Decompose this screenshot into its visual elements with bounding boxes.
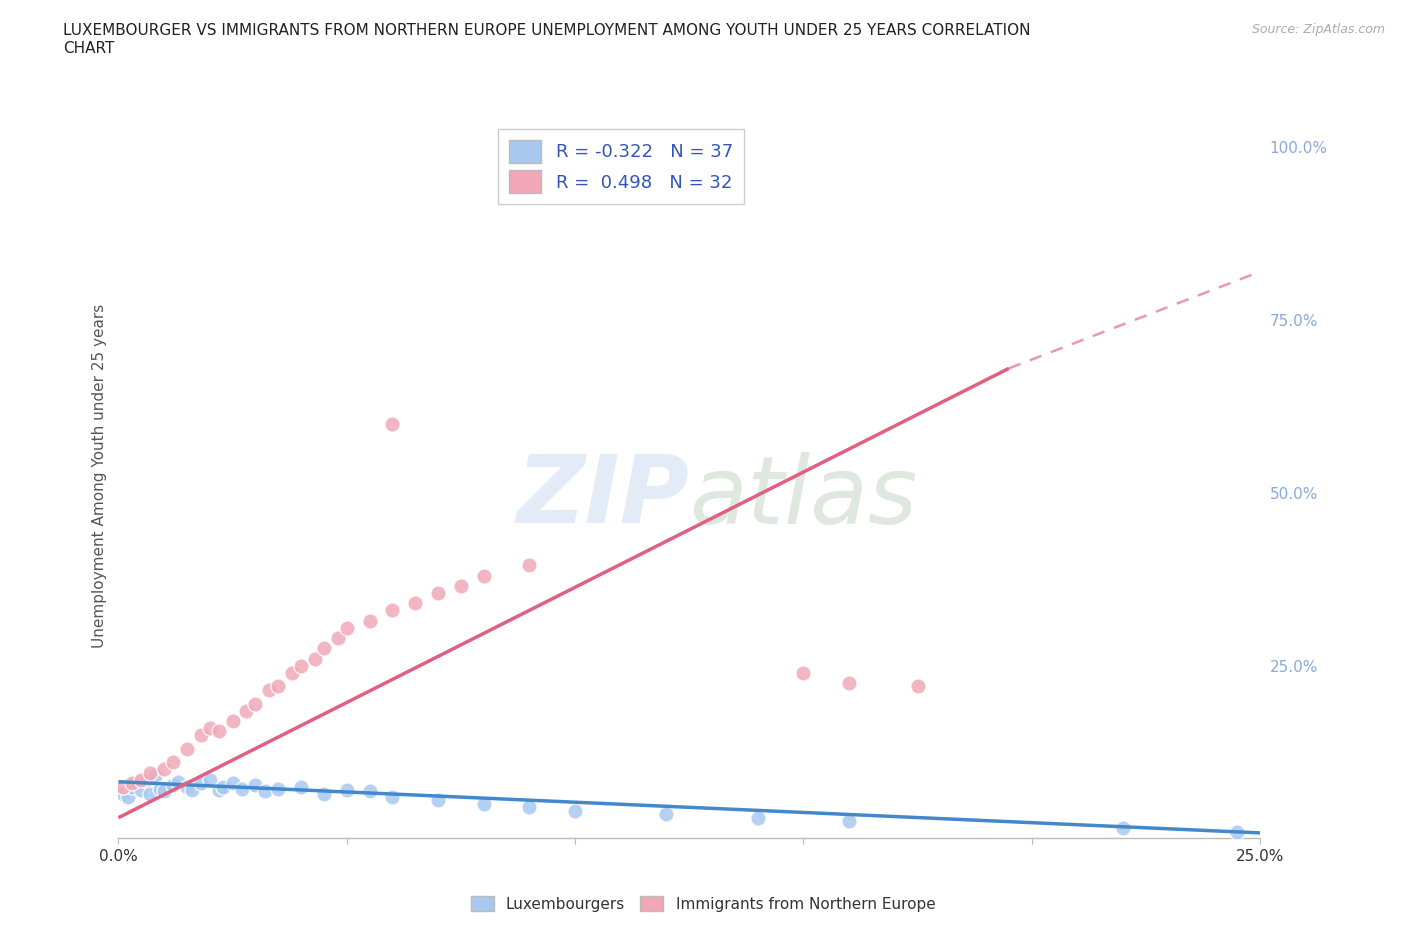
Point	[148, 781, 170, 796]
Point	[253, 784, 276, 799]
Point	[519, 800, 541, 815]
Point	[404, 596, 426, 611]
Point	[143, 769, 166, 784]
Text: atlas: atlas	[689, 452, 918, 543]
Point	[111, 786, 134, 801]
Point	[381, 417, 404, 432]
Point	[304, 651, 326, 666]
Point	[427, 586, 450, 601]
Point	[121, 776, 143, 790]
Text: ZIP: ZIP	[516, 451, 689, 543]
Point	[190, 727, 212, 742]
Point	[153, 762, 176, 777]
Point	[208, 783, 231, 798]
Point	[190, 776, 212, 790]
Point	[125, 776, 148, 790]
Point	[162, 777, 184, 792]
Point	[162, 755, 184, 770]
Y-axis label: Unemployment Among Youth under 25 years: Unemployment Among Youth under 25 years	[93, 303, 107, 647]
Point	[359, 784, 381, 799]
Point	[235, 703, 257, 718]
Point	[180, 783, 202, 798]
Text: Source: ZipAtlas.com: Source: ZipAtlas.com	[1251, 23, 1385, 36]
Point	[267, 679, 290, 694]
Point	[129, 772, 152, 787]
Point	[245, 697, 267, 711]
Point	[564, 804, 586, 818]
Point	[135, 772, 157, 787]
Point	[290, 658, 312, 673]
Point	[312, 641, 335, 656]
Point	[198, 772, 221, 787]
Point	[472, 568, 495, 583]
Point	[198, 721, 221, 736]
Point	[176, 779, 198, 794]
Point	[747, 810, 769, 825]
Point	[176, 741, 198, 756]
Text: LUXEMBOURGER VS IMMIGRANTS FROM NORTHERN EUROPE UNEMPLOYMENT AMONG YOUTH UNDER 2: LUXEMBOURGER VS IMMIGRANTS FROM NORTHERN…	[63, 23, 1031, 56]
Point	[166, 775, 188, 790]
Legend: R = -0.322   N = 37, R =  0.498   N = 32: R = -0.322 N = 37, R = 0.498 N = 32	[498, 129, 744, 205]
Point	[792, 665, 814, 680]
Point	[281, 665, 304, 680]
Point	[655, 807, 678, 822]
Point	[519, 558, 541, 573]
Point	[117, 790, 139, 804]
Point	[907, 679, 929, 694]
Point	[221, 713, 243, 728]
Point	[326, 631, 349, 645]
Point	[336, 783, 359, 798]
Point	[231, 781, 253, 796]
Point	[121, 779, 143, 794]
Point	[153, 784, 176, 799]
Point	[312, 786, 335, 801]
Point	[245, 777, 267, 792]
Point	[212, 779, 235, 794]
Point	[139, 765, 162, 780]
Point	[1226, 824, 1249, 839]
Point	[139, 786, 162, 801]
Point	[208, 724, 231, 738]
Point	[336, 620, 359, 635]
Point	[381, 603, 404, 618]
Point	[111, 779, 134, 794]
Point	[129, 783, 152, 798]
Point	[1112, 820, 1135, 835]
Point	[221, 776, 243, 790]
Point	[381, 790, 404, 804]
Point	[290, 779, 312, 794]
Point	[450, 578, 472, 593]
Point	[838, 814, 860, 829]
Point	[257, 683, 280, 698]
Legend: Luxembourgers, Immigrants from Northern Europe: Luxembourgers, Immigrants from Northern …	[464, 889, 942, 918]
Point	[267, 781, 290, 796]
Point	[472, 796, 495, 811]
Point	[427, 793, 450, 808]
Point	[838, 675, 860, 690]
Point	[359, 613, 381, 628]
